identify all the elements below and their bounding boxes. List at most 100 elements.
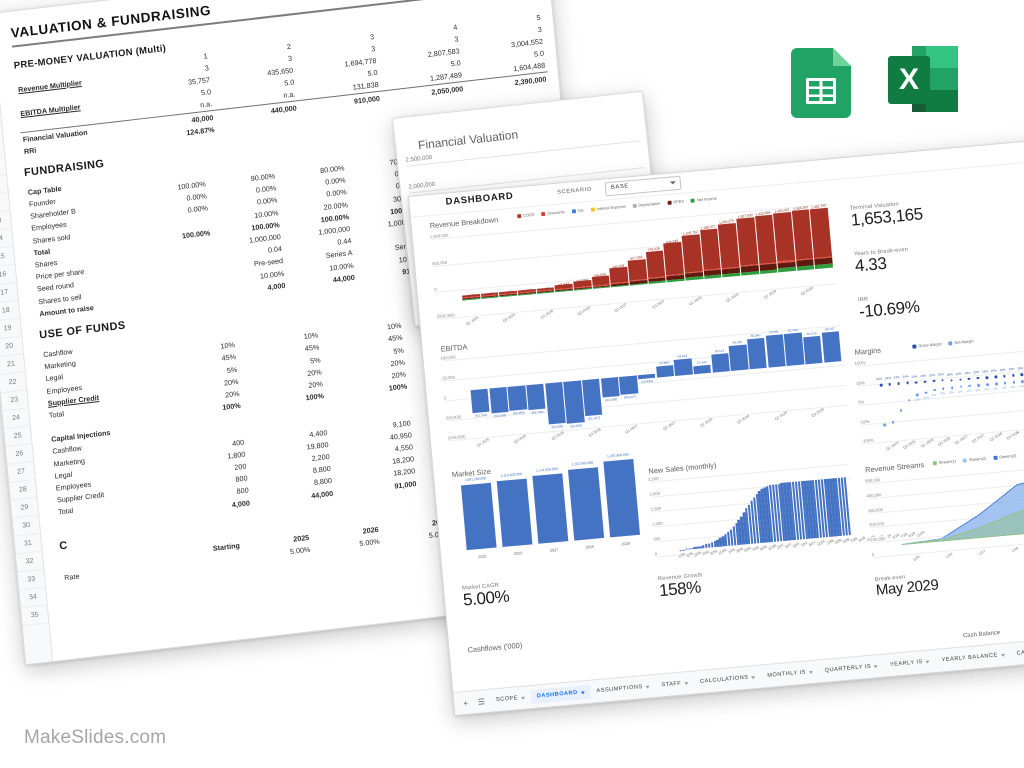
axis-tick-label: 0: [654, 551, 660, 557]
sheet-tab-label: SCOPE: [495, 695, 519, 704]
axis-tick-label: 1,000: [651, 520, 665, 527]
dashboard-title: DASHBOARD: [445, 190, 514, 208]
sheet-tab-staff[interactable]: STAFF: [655, 676, 695, 693]
chevron-down-icon[interactable]: [808, 670, 814, 674]
data-point: [1012, 381, 1016, 384]
sheet-tab-quarterly-is[interactable]: QUARTERLY IS: [818, 659, 884, 679]
x-tick-label: Q1 2025: [476, 437, 491, 448]
bar-column: 1,091,200,000 2025: [460, 477, 497, 559]
x-tick-label: Q3 2025: [502, 312, 517, 323]
data-point-label: 24%: [884, 376, 892, 381]
data-point: [959, 385, 963, 388]
x-tick-label: [742, 290, 764, 311]
x-tick-label: [519, 310, 541, 331]
sheet-tab-yearly-balance[interactable]: YEARLY BALANCE: [935, 647, 1011, 668]
axis-tick-label: 2,000,000: [408, 181, 439, 191]
chevron-down-icon[interactable]: [684, 681, 689, 685]
ebitda-panel: EBITDA 100,000 50,000 0 (50,000) (100,000) (…: [440, 309, 848, 454]
bar: [582, 378, 603, 417]
legend-label: COGS: [522, 211, 535, 218]
data-point: [923, 380, 927, 384]
bar-data-label: (81,027): [588, 415, 601, 421]
x-tick-label: 2028: [585, 544, 595, 550]
bar-segment: [499, 294, 518, 298]
axis-tick-label: 2,500: [647, 475, 661, 482]
x-tick-label: Q1 2026: [550, 430, 565, 442]
chevron-down-icon[interactable]: [580, 690, 585, 695]
sheet-tab-scope[interactable]: SCOPE: [489, 690, 531, 708]
legend-swatch: [517, 213, 522, 218]
sheet-tab-assumptions[interactable]: ASSUMPTIONS: [590, 679, 656, 699]
chevron-down-icon[interactable]: [1000, 653, 1005, 657]
chevron-down-icon[interactable]: [873, 664, 879, 668]
years-to-breakeven-value: 4.33: [854, 253, 888, 276]
bar: [563, 380, 585, 424]
data-point-label: -4%: [1009, 385, 1016, 390]
scenario-select[interactable]: BASE: [604, 175, 682, 197]
axis-tick-label: 0: [443, 395, 449, 401]
x-tick-label: [631, 300, 653, 321]
chevron-down-icon[interactable]: [645, 684, 650, 689]
data-point-label: -17%: [913, 397, 921, 403]
sheet-tab-bar[interactable]: + ☰ SCOPE DASHBOARD ASSUMPTIONS STAFF CALCUL…: [453, 635, 1024, 715]
bar-data-label: 1,116,400,000: [500, 471, 523, 478]
bar-data-label: (91,800): [551, 423, 564, 430]
bar: [765, 334, 786, 368]
sheet-tab-calculations[interactable]: CALCULATIONS: [694, 670, 762, 690]
margins-plot: 100% 50% 0% -50% -100% 24% 24% 24% 24% 23% 23% 23%…: [854, 342, 1024, 457]
legend-swatch: [992, 455, 998, 460]
bar: [619, 375, 639, 395]
bar: [507, 385, 528, 411]
data-point: [958, 378, 962, 381]
bar-segment: [681, 233, 703, 273]
bar-data-label: 65,840: [750, 333, 761, 339]
bar-segment: [703, 274, 722, 280]
bar-stack: [462, 294, 481, 301]
data-point-label: 24%: [902, 374, 909, 380]
new-sales-panel: New Sales (monthly) 2,500 2,000 1,500 1,000…: [647, 449, 925, 570]
sheet-tab-yearly-is[interactable]: YEARLY IS: [883, 654, 936, 673]
data-point: [891, 421, 895, 424]
microsoft-excel-icon[interactable]: X: [886, 42, 960, 118]
chevron-down-icon[interactable]: [520, 696, 526, 700]
sheet-tab-dashboard[interactable]: DASHBOARD: [530, 684, 592, 705]
all-sheets-menu-icon[interactable]: ☰: [477, 696, 486, 707]
dashboard-sheet[interactable]: DASHBOARD SCENARIO BASE Revenue Breakdow…: [408, 138, 1024, 716]
revenue-growth-kpi: Revenue Growth 158%: [658, 572, 705, 601]
bar-data-label: (51,141): [475, 412, 488, 418]
row-header[interactable]: 35: [21, 605, 49, 627]
bar-data-label: 34,813: [677, 353, 688, 359]
bar-segment: [663, 242, 684, 276]
axis-tick-label: 1,500: [650, 505, 664, 512]
sheet-tab-label: YEARLY IS: [889, 659, 924, 668]
revenue-growth-value: 158%: [658, 577, 702, 601]
data-point: [968, 384, 972, 388]
chevron-down-icon[interactable]: [925, 659, 930, 664]
data-point-label: 20%: [972, 369, 980, 375]
data-point-label: 23%: [937, 371, 945, 377]
legend-swatch: [912, 343, 917, 349]
legend-label: Tax: [577, 207, 584, 213]
data-point: [1003, 374, 1006, 378]
axis-tick-label: -50%: [859, 418, 872, 425]
x-tick-label: Q1 2027: [624, 423, 639, 435]
revenue-streams-plot: 500,000 400,000 300,000 200,000 100,000 0 1/2…: [864, 460, 1024, 571]
bar: [729, 344, 749, 371]
x-tick-label: [705, 293, 727, 314]
data-point-label: -2%: [956, 389, 963, 394]
data-point: [879, 383, 883, 387]
legend-item: Tax: [571, 207, 584, 214]
breakeven-kpi: Break-even May 2029: [875, 571, 939, 599]
market-cagr-value: 5.00%: [462, 586, 511, 610]
axis-tick-label: 1,500,000: [429, 232, 451, 240]
chevron-down-icon[interactable]: [751, 675, 756, 679]
sheet-tab-cashflow[interactable]: CASHFLOW: [1010, 642, 1024, 661]
google-sheets-icon[interactable]: [788, 42, 854, 118]
add-sheet-icon[interactable]: +: [462, 698, 469, 708]
data-point-label: 19%: [981, 369, 989, 374]
sheet-tab-monthly-is[interactable]: MONTHLY IS: [761, 664, 820, 683]
x-tick-label: Q1 2028: [699, 417, 714, 428]
bar-segment: [462, 298, 481, 301]
bar-segment: [645, 250, 666, 278]
data-point-label: -4%: [1018, 384, 1024, 389]
